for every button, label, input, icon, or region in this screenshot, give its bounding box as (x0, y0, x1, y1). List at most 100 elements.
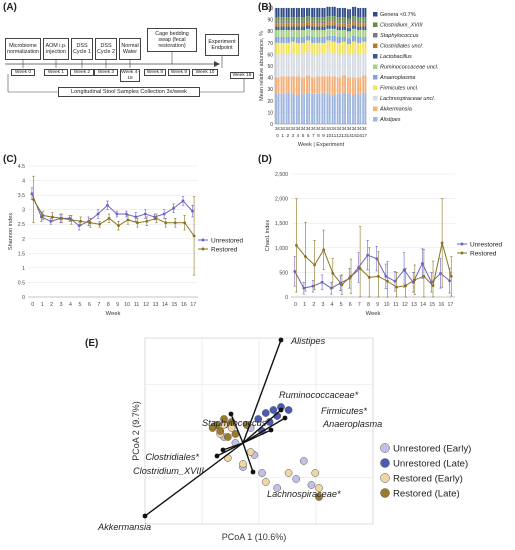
timeline-step: Experiment Endpoint (205, 34, 239, 56)
data-point (136, 221, 139, 225)
bar-segment (336, 23, 339, 27)
bar-segment (326, 16, 329, 20)
bar-segment (287, 20, 290, 24)
bar-segment (352, 25, 354, 29)
y-axis-label: Shannon index (8, 213, 14, 251)
bar-segment (308, 28, 311, 36)
bar-segment (311, 17, 314, 21)
y-tick-label: 3.5 (18, 193, 25, 199)
bar-segment (357, 26, 360, 31)
x-tick-label: 0 (31, 302, 34, 308)
bar-segment (341, 75, 344, 93)
bar-segment (357, 37, 360, 43)
bar-segment (275, 93, 278, 124)
bar-segment (292, 93, 295, 124)
bar-label: 4 (298, 126, 301, 131)
data-point (41, 214, 45, 217)
x-tick-label: 1 (281, 133, 284, 139)
legend-swatch (373, 96, 378, 101)
bar-segment (344, 20, 346, 24)
bar-segment (352, 19, 354, 22)
bar-segment (280, 42, 283, 55)
legend-label: Akkermansia (379, 107, 412, 113)
bar-segment (364, 26, 367, 31)
data-point (181, 199, 185, 203)
x-tick-label: 17 (448, 302, 454, 308)
scatter-point (307, 481, 316, 489)
bar-segment (295, 76, 298, 95)
scatter-point (299, 457, 308, 465)
legend-label: Ruminococcaceae uncl. (380, 65, 438, 71)
bar-label: 3 (362, 126, 365, 131)
bar-label: 3 (311, 126, 314, 131)
bar-segment (292, 41, 295, 54)
bar-segment (341, 41, 344, 54)
bar-segment (321, 37, 324, 43)
bar-segment (306, 40, 308, 53)
collection-label: Longitudinal Stool Samples Collection 3x… (58, 87, 200, 97)
scatter-point (284, 406, 293, 414)
legend-marker (460, 242, 464, 246)
bar-segment (349, 9, 352, 19)
bar-segment (313, 17, 316, 21)
panel-label-e: (E) (85, 338, 99, 349)
scatter-point (220, 415, 228, 423)
bar-segment (331, 28, 334, 36)
y-tick-label: 1,000 (275, 246, 288, 252)
x-tick-label: 8 (367, 302, 370, 308)
bar-segment (328, 76, 331, 94)
bar-segment (275, 37, 278, 43)
bar-segment (333, 6, 336, 17)
bar-segment (280, 23, 283, 27)
bar-segment (308, 75, 311, 93)
data-point (320, 280, 324, 284)
bar-segment (331, 19, 334, 22)
bar-segment (292, 37, 295, 42)
bar-segment (308, 92, 311, 124)
data-point (60, 217, 64, 220)
bar-segment (359, 37, 362, 43)
bar-segment (298, 76, 300, 95)
x-tick-label: 3 (60, 302, 63, 308)
data-point (98, 222, 102, 226)
bar-segment (282, 76, 285, 94)
bar-segment (349, 77, 352, 94)
timeline-step: Cage bedding swap (fecal restoration) (147, 28, 197, 52)
x-tick-label: 5 (340, 302, 343, 308)
bar-segment (311, 30, 314, 37)
bar-segment (323, 17, 326, 21)
bar-label: 4 (288, 126, 291, 131)
scatter-point (258, 469, 266, 477)
arrow-tip (282, 415, 288, 421)
x-tick-label: 2 (286, 133, 289, 139)
data-point (311, 284, 315, 288)
data-point (49, 219, 53, 223)
arrow-tip (278, 407, 284, 413)
bar-segment (354, 25, 357, 29)
legend-swatch (373, 117, 378, 122)
bar-segment (362, 75, 365, 93)
bar-segment (316, 17, 319, 21)
scatter-point (269, 406, 278, 414)
bar-segment (303, 26, 306, 31)
bar-segment (306, 35, 308, 41)
x-tick-label: 4 (69, 302, 72, 308)
legend-label: Restored (470, 251, 497, 258)
bar-segment (303, 37, 306, 43)
bar-segment (303, 93, 306, 124)
bar-segment (323, 23, 326, 27)
legend-label: Alistipes (379, 117, 401, 123)
bar-segment (362, 37, 365, 42)
x-tick-label: 0 (276, 133, 279, 139)
bar-segment (280, 76, 283, 94)
bar-segment (349, 31, 352, 39)
bar-segment (336, 93, 339, 124)
bar-segment (300, 20, 303, 24)
bar-segment (300, 77, 303, 94)
y-tick-label: 2 (22, 237, 25, 243)
data-point (134, 215, 138, 219)
bar-segment (326, 21, 329, 26)
y-tick-label: 50 (267, 64, 273, 70)
bar-segment (359, 30, 362, 37)
bar-segment (326, 6, 329, 17)
